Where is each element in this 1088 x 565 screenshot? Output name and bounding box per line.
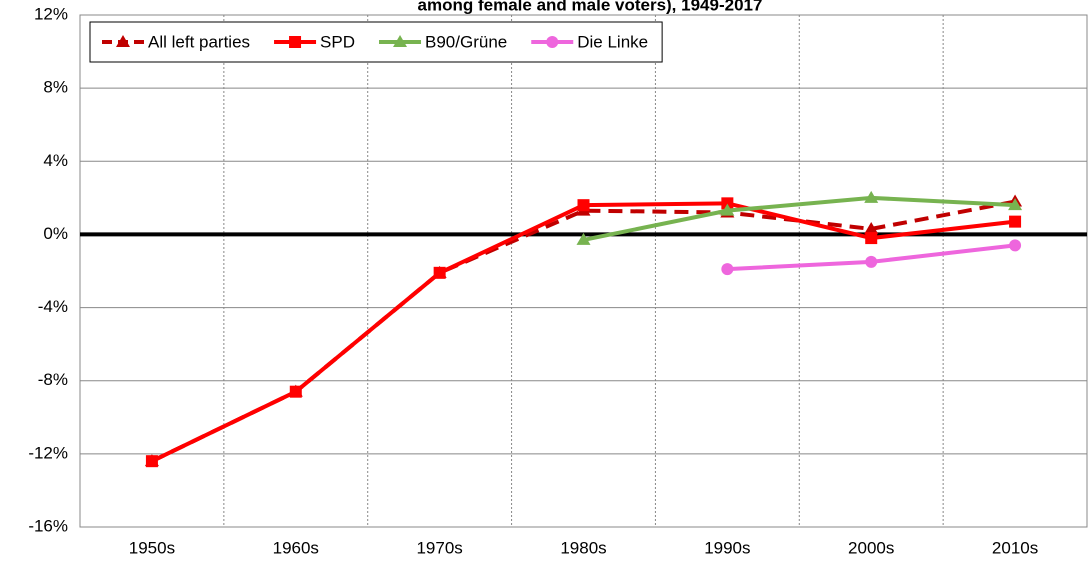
x-tick-label: 1960s (273, 538, 319, 557)
marker (720, 203, 735, 216)
marker (864, 190, 879, 203)
marker (721, 263, 734, 276)
marker (289, 385, 302, 398)
y-tick-label: 0% (43, 224, 68, 243)
marker (145, 455, 158, 468)
y-tick-label: 4% (43, 151, 68, 170)
marker (433, 266, 446, 279)
marker (289, 36, 302, 48)
marker (1009, 215, 1022, 228)
x-tick-label: 1950s (129, 538, 175, 557)
marker (1009, 239, 1022, 252)
marker (721, 197, 734, 210)
x-tick-label: 1990s (704, 538, 750, 557)
marker (864, 221, 879, 234)
y-tick-label: 12% (34, 4, 68, 23)
marker (865, 232, 878, 245)
x-tick-label: 2010s (992, 538, 1038, 557)
y-tick-label: -12% (28, 443, 68, 462)
y-tick-label: -16% (28, 516, 68, 535)
legend-label: Die Linke (577, 32, 648, 51)
y-tick-label: -8% (38, 370, 68, 389)
legend: All left parties SPD B90/Grüne Die Linke (89, 21, 663, 63)
legend-label: SPD (320, 32, 355, 51)
series-line (583, 195, 1016, 242)
legend-label: B90/Grüne (425, 32, 507, 51)
marker (546, 36, 559, 48)
x-tick-label: 2000s (848, 538, 894, 557)
plot-border (79, 14, 1088, 528)
marker (577, 199, 590, 212)
x-tick-label: 1980s (560, 538, 606, 557)
chart-title: among female and male voters), 1949-2017 (418, 0, 763, 14)
marker (393, 35, 408, 47)
x-tick-label: 1970s (416, 538, 462, 557)
marker (865, 255, 878, 268)
y-tick-label: 8% (43, 78, 68, 97)
marker (116, 35, 130, 47)
marker (576, 232, 591, 245)
legend-label: All left parties (148, 32, 250, 51)
marker (1008, 198, 1023, 211)
y-tick-label: -4% (38, 297, 68, 316)
